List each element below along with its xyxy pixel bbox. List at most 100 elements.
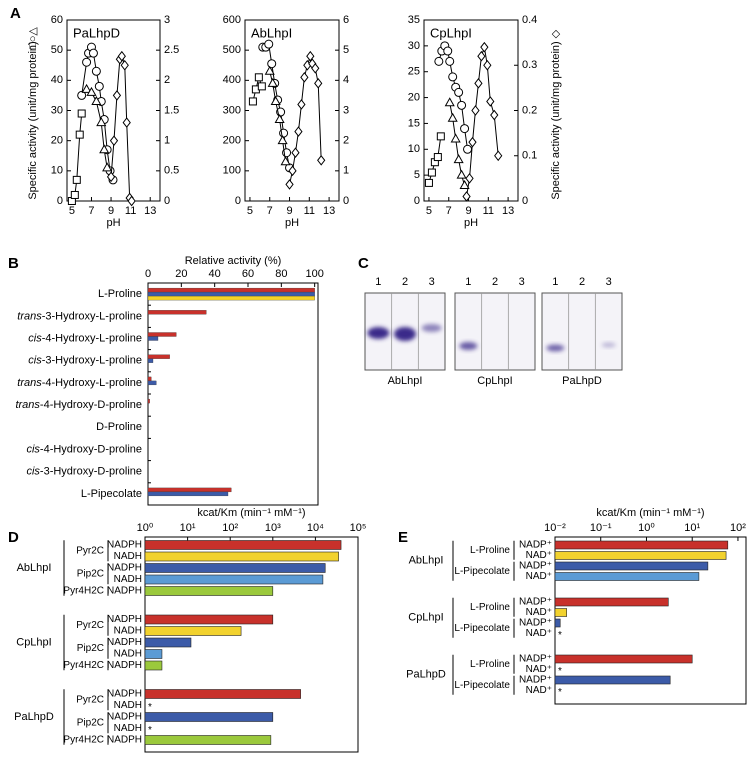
gel-band bbox=[601, 342, 616, 348]
x-tick-label: 10² bbox=[730, 522, 746, 534]
cofactor-label: NADP⁺ bbox=[519, 561, 552, 572]
bar bbox=[144, 649, 163, 659]
lane-number: 1 bbox=[552, 276, 558, 288]
substrate-label: Pip2C bbox=[77, 643, 104, 654]
marker bbox=[94, 81, 104, 91]
marker bbox=[444, 97, 455, 107]
y-tick-label: 0 bbox=[57, 195, 63, 207]
y-tick-label: 25 bbox=[408, 66, 420, 78]
substrate-label: Pyr2C bbox=[76, 694, 104, 705]
bar bbox=[554, 551, 727, 560]
x-tick-label: 7 bbox=[446, 205, 452, 217]
x-tick-label: 10⁻¹ bbox=[590, 522, 612, 534]
x-tick-label: 9 bbox=[465, 205, 471, 217]
y-tick-label: 35 bbox=[408, 14, 420, 26]
x-tick-label: 10² bbox=[222, 522, 238, 534]
x-tick-label: 10⁻² bbox=[544, 522, 566, 534]
lane-number: 1 bbox=[375, 276, 381, 288]
substrate-label: L-Proline bbox=[470, 545, 510, 556]
marker bbox=[454, 87, 464, 97]
gel-name: CpLhpI bbox=[477, 375, 512, 387]
x-tick-label: 5 bbox=[247, 205, 253, 217]
marker bbox=[248, 97, 257, 106]
gel bbox=[541, 292, 623, 371]
marker bbox=[494, 150, 503, 162]
marker bbox=[86, 86, 97, 96]
x-tick-label: 5 bbox=[426, 205, 432, 217]
category-label: cis-4-Hydroxy-L-proline bbox=[28, 332, 142, 344]
cofactor-label: NADPH bbox=[107, 614, 142, 625]
substrate-label: Pip2C bbox=[77, 568, 104, 579]
cofactor-label: NADH bbox=[114, 574, 142, 585]
marker bbox=[468, 136, 477, 148]
bar bbox=[147, 336, 159, 341]
cofactor-label: NADPH bbox=[107, 735, 142, 746]
marker bbox=[443, 46, 453, 56]
bar bbox=[554, 675, 671, 685]
gel-band bbox=[394, 327, 416, 341]
marker bbox=[436, 132, 445, 141]
y2-tick-label: 0 bbox=[522, 195, 528, 207]
y2-tick-label: 2 bbox=[164, 74, 170, 86]
cofactor-label: NADH bbox=[114, 700, 142, 711]
lane-number: 2 bbox=[579, 276, 585, 288]
x-axis-label: pH bbox=[464, 217, 478, 229]
bar bbox=[144, 660, 163, 671]
cofactor-label: NAD⁺ bbox=[526, 685, 552, 696]
lane-number: 3 bbox=[429, 276, 435, 288]
y2-tick-label: 1.5 bbox=[164, 104, 179, 116]
gel bbox=[454, 292, 536, 371]
series-line bbox=[252, 75, 263, 102]
cofactor-label: NADH bbox=[114, 626, 142, 637]
marker bbox=[433, 153, 442, 162]
x-tick-label: 11 bbox=[125, 205, 136, 217]
cofactor-label: NAD⁺ bbox=[526, 571, 552, 582]
y-tick-label: 60 bbox=[51, 14, 63, 26]
marker bbox=[462, 191, 471, 202]
marker bbox=[456, 169, 467, 179]
marker bbox=[77, 109, 86, 118]
group-label: CpLhpI bbox=[16, 636, 51, 648]
x-tick-label: 20 bbox=[175, 268, 187, 280]
y-axis-symbols: □○△ bbox=[27, 27, 39, 49]
bar bbox=[554, 561, 709, 571]
panel-label: A bbox=[10, 5, 21, 22]
y2-tick-label: 0.3 bbox=[522, 59, 537, 71]
marker bbox=[424, 178, 433, 187]
bar bbox=[144, 626, 242, 636]
gel-band bbox=[459, 342, 478, 350]
y-tick-label: 50 bbox=[51, 44, 63, 56]
cofactor-label: NADH bbox=[114, 723, 142, 734]
value-label: * bbox=[558, 666, 562, 677]
y2-tick-label: 0.2 bbox=[522, 104, 537, 116]
lane-number: 2 bbox=[492, 276, 498, 288]
marker bbox=[285, 179, 294, 190]
panel-label: B bbox=[8, 255, 19, 272]
bar bbox=[147, 291, 315, 297]
marker bbox=[122, 117, 131, 128]
cofactor-label: NAD⁺ bbox=[526, 607, 552, 618]
bar bbox=[147, 287, 315, 293]
bar bbox=[147, 332, 177, 337]
bar bbox=[147, 358, 154, 363]
y-tick-label: 30 bbox=[408, 40, 420, 52]
marker bbox=[254, 73, 263, 82]
y2-tick-label: 6 bbox=[343, 14, 349, 26]
gel-band bbox=[367, 327, 390, 339]
marker bbox=[120, 59, 129, 71]
series-line bbox=[466, 46, 499, 197]
cofactor-label: NADPH bbox=[107, 689, 142, 700]
marker bbox=[102, 162, 113, 172]
x-tick-label: 13 bbox=[323, 205, 335, 217]
y2-tick-label: 2.5 bbox=[164, 44, 179, 56]
category-label: D-Proline bbox=[96, 421, 142, 433]
marker bbox=[81, 83, 92, 93]
marker bbox=[72, 175, 81, 184]
substrate-label: Pyr4H2C bbox=[63, 735, 104, 746]
category-label: trans-4-Hydroxy-D-proline bbox=[15, 399, 142, 411]
bar bbox=[144, 712, 274, 722]
marker bbox=[280, 156, 291, 166]
category-label: trans-3-Hydroxy-L-proline bbox=[17, 310, 142, 322]
lane-number: 3 bbox=[519, 276, 525, 288]
